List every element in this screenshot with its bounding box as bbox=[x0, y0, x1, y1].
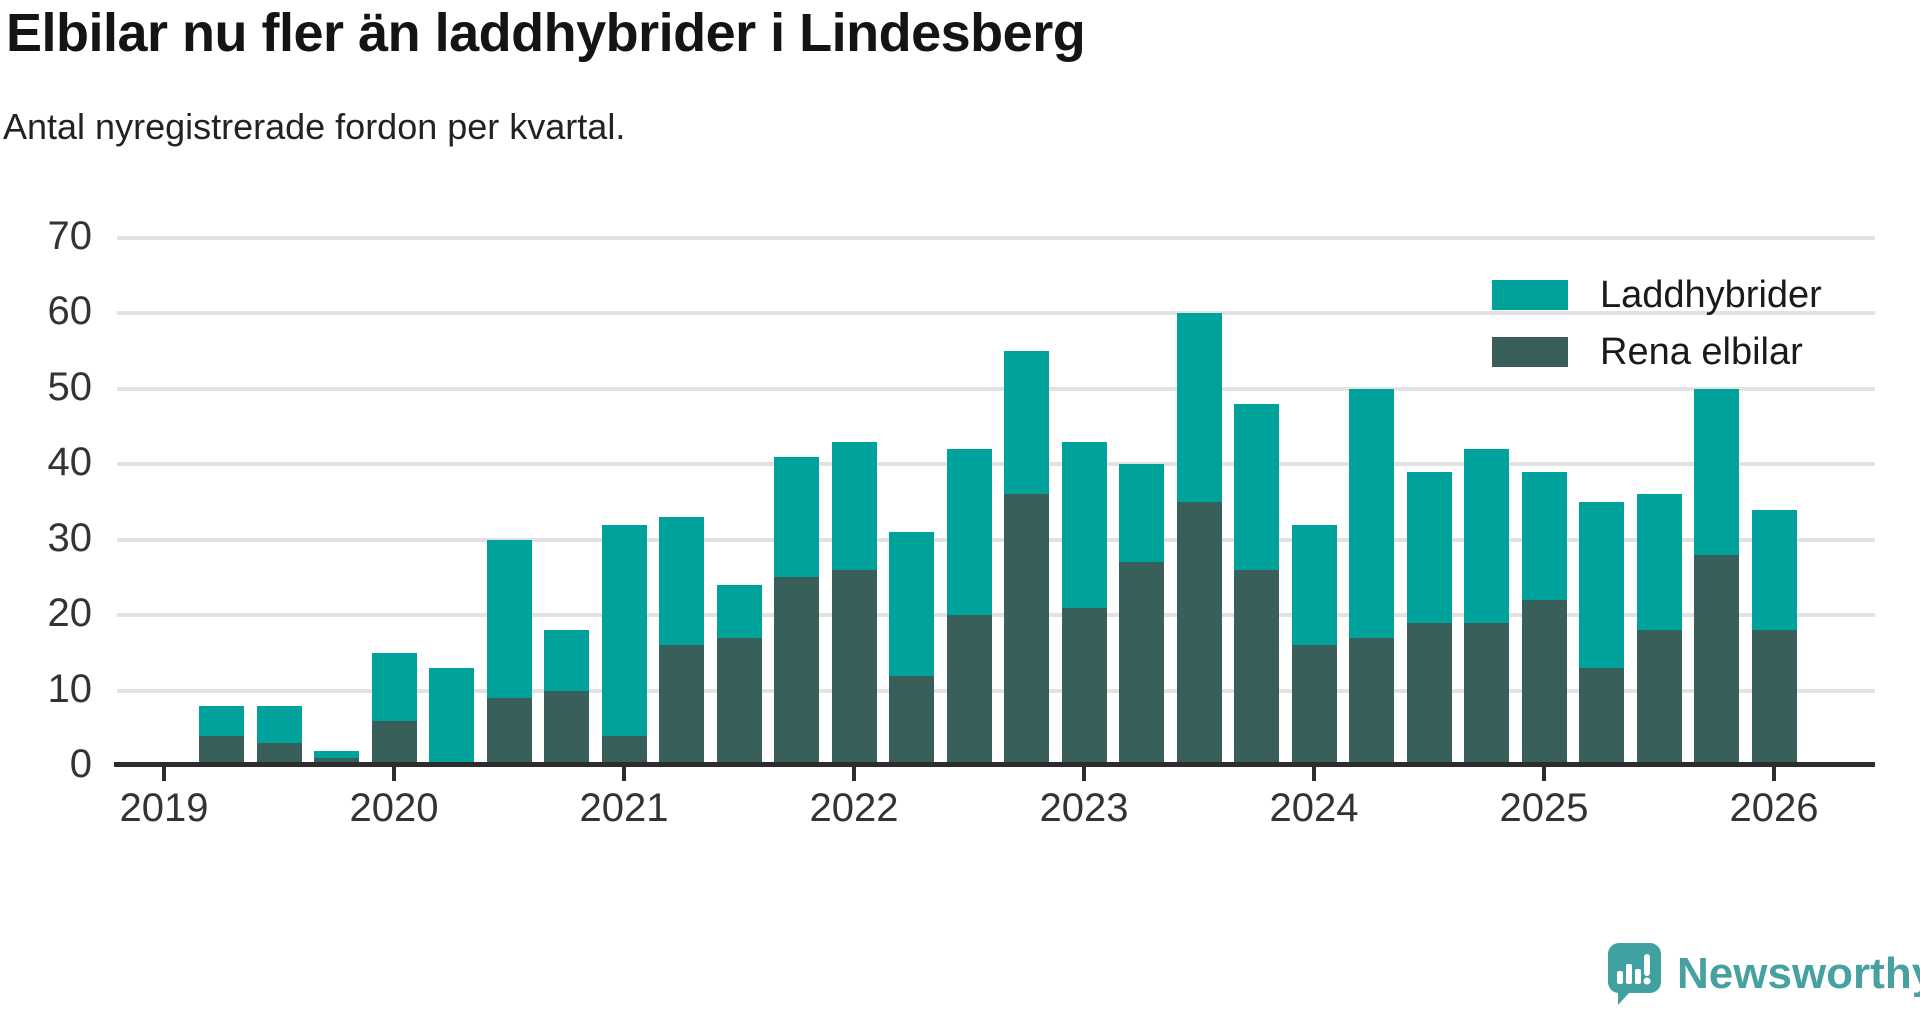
bar-rena-elbilar-2022-Q4 bbox=[1004, 494, 1049, 766]
y-axis-label-70: 70 bbox=[47, 214, 93, 258]
brand-logo: Newsworthy bbox=[1606, 942, 1920, 1006]
legend-item-rena-elbilar: Rena elbilar bbox=[1492, 330, 1822, 374]
x-axis-tick-2022 bbox=[852, 767, 856, 781]
brand-name: Newsworthy bbox=[1677, 949, 1920, 998]
x-axis-label-2022: 2022 bbox=[809, 786, 899, 830]
bar-rena-elbilar-2025-Q1 bbox=[1521, 600, 1567, 766]
x-axis-label-2026: 2026 bbox=[1729, 786, 1819, 830]
bar-laddhybrider-2020-Q2 bbox=[429, 667, 474, 766]
bar-rena-elbilar-2022-Q3 bbox=[946, 615, 992, 766]
legend-label-0: Laddhybrider bbox=[1600, 273, 1822, 316]
y-axis-label-10: 10 bbox=[47, 666, 93, 711]
chart-subtitle: Antal nyregistrerade fordon per kvartal. bbox=[3, 106, 626, 147]
newsworthy-bubble-icon bbox=[1607, 943, 1661, 1005]
bar-rena-elbilar-2022-Q2 bbox=[889, 675, 934, 766]
bar-rena-elbilar-2025-Q2 bbox=[1579, 667, 1624, 766]
bar-rena-elbilar-2024-Q1 bbox=[1291, 645, 1337, 766]
x-axis-tick-2021 bbox=[622, 767, 626, 781]
legend: Laddhybrider Rena elbilar bbox=[1492, 273, 1822, 387]
x-axis-tick-2025 bbox=[1542, 767, 1546, 781]
x-axis-label-2021: 2021 bbox=[579, 786, 669, 830]
x-axis-label-2025: 2025 bbox=[1499, 786, 1589, 830]
bar-rena-elbilar-2024-Q3 bbox=[1406, 622, 1452, 766]
bar-rena-elbilar-2022-Q1 bbox=[831, 569, 877, 766]
bar-rena-elbilar-2020-Q3 bbox=[486, 698, 532, 766]
bar-rena-elbilar-2025-Q4 bbox=[1694, 554, 1739, 766]
bar-rena-elbilar-2019-Q3 bbox=[256, 743, 302, 766]
gridline-30 bbox=[117, 537, 1875, 542]
legend-item-laddhybrider: Laddhybrider bbox=[1492, 273, 1822, 317]
y-axis-label-60: 60 bbox=[47, 289, 93, 334]
bar-rena-elbilar-2023-Q3 bbox=[1176, 502, 1222, 766]
bar-rena-elbilar-2019-Q2 bbox=[199, 735, 244, 766]
bar-laddhybrider-2021-Q1 bbox=[601, 524, 647, 766]
gridline-50 bbox=[117, 386, 1875, 391]
bar-rena-elbilar-2024-Q4 bbox=[1464, 622, 1509, 766]
chart-title: Elbilar nu fler än laddhybrider i Lindes… bbox=[6, 3, 1086, 63]
gridline-70 bbox=[117, 236, 1875, 240]
x-axis-label-2023: 2023 bbox=[1039, 786, 1129, 830]
x-axis-tick-2024 bbox=[1312, 767, 1316, 781]
y-axis-label-20: 20 bbox=[47, 591, 93, 636]
x-axis-label-2024: 2024 bbox=[1269, 786, 1359, 830]
bar-rena-elbilar-2024-Q2 bbox=[1349, 637, 1394, 766]
x-axis-tick-2019 bbox=[162, 767, 166, 781]
y-axis-label-30: 30 bbox=[47, 515, 93, 560]
bar-rena-elbilar-2023-Q4 bbox=[1234, 569, 1279, 766]
bar-rena-elbilar-2020-Q1 bbox=[371, 720, 417, 766]
y-axis-label-0: 0 bbox=[69, 742, 92, 786]
bar-rena-elbilar-2023-Q2 bbox=[1119, 562, 1164, 766]
bar-rena-elbilar-2021-Q1 bbox=[601, 735, 647, 766]
x-axis-label-2020: 2020 bbox=[349, 786, 439, 830]
y-axis-label-50: 50 bbox=[47, 364, 93, 409]
legend-swatch-1 bbox=[1492, 337, 1568, 367]
plot-area: 2019 2020 2021 2022 2023 2024 2025 2026 bbox=[114, 236, 1875, 830]
y-axis-label-40: 40 bbox=[47, 440, 93, 485]
bar-rena-elbilar-2020-Q4 bbox=[544, 690, 589, 766]
legend-swatch-0 bbox=[1492, 280, 1568, 310]
bar-rena-elbilar-2021-Q2 bbox=[659, 645, 704, 766]
bar-rena-elbilar-2021-Q3 bbox=[716, 637, 762, 766]
bar-rena-elbilar-2021-Q4 bbox=[774, 577, 819, 766]
x-axis-line bbox=[114, 762, 1875, 767]
gridline-20 bbox=[117, 613, 1875, 618]
bar-rena-elbilar-2025-Q3 bbox=[1636, 630, 1682, 766]
gridline-10 bbox=[117, 688, 1875, 693]
gridline-60 bbox=[117, 311, 1875, 316]
bar-rena-elbilar-2023-Q1 bbox=[1061, 607, 1107, 766]
gridline-40 bbox=[117, 462, 1875, 467]
legend-label-1: Rena elbilar bbox=[1600, 330, 1803, 373]
x-axis-tick-2020 bbox=[392, 767, 396, 781]
bar-rena-elbilar-2026-Q1 bbox=[1751, 630, 1797, 766]
x-axis-tick-2023 bbox=[1082, 767, 1086, 781]
x-axis-tick-2026 bbox=[1772, 767, 1776, 781]
x-axis-label-2019: 2019 bbox=[119, 786, 209, 830]
